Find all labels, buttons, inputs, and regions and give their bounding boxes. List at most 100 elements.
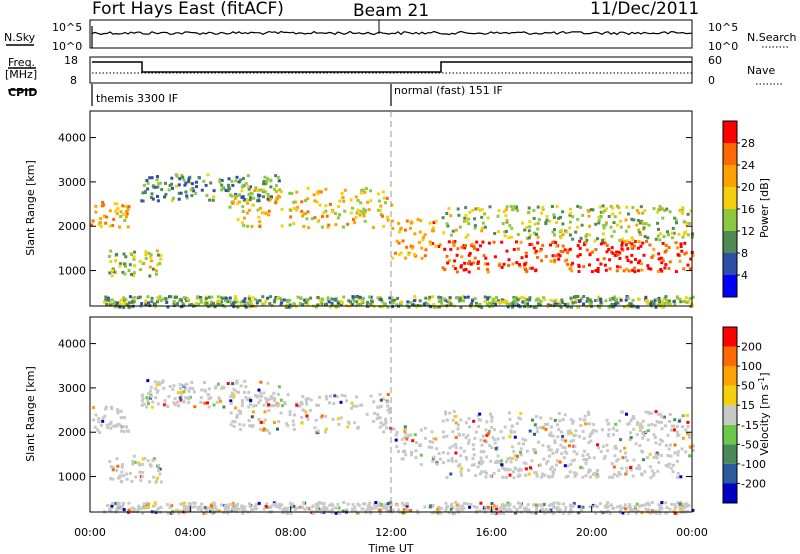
echo-cell <box>156 263 160 267</box>
echo-cell <box>618 472 622 476</box>
echo-cell <box>140 199 144 203</box>
echo-cell <box>495 459 499 463</box>
echo-cell <box>516 501 520 505</box>
echo-cell <box>324 427 328 431</box>
echo-cell <box>123 272 127 276</box>
echo-cell <box>508 224 512 228</box>
echo-cell <box>305 402 309 406</box>
echo-cell <box>553 233 556 237</box>
colorbar-swatch <box>723 275 737 297</box>
echo-cell <box>672 231 676 235</box>
echo-cell <box>644 507 648 511</box>
echo-cell <box>441 216 445 220</box>
echo-cell <box>333 394 337 398</box>
echo-cell <box>576 305 580 309</box>
echo-cell <box>544 222 548 226</box>
echo-cell <box>303 409 307 413</box>
echo-cell <box>172 300 176 303</box>
echo-cell <box>306 210 310 214</box>
echo-cell <box>578 417 582 421</box>
echo-cell <box>139 507 143 511</box>
echo-cell <box>423 505 427 509</box>
echo-cell <box>445 476 449 479</box>
echo-cell <box>175 400 179 404</box>
echo-cell <box>274 184 278 188</box>
echo-cell <box>142 402 146 406</box>
echo-cell <box>600 428 604 432</box>
echo-cell <box>173 296 177 299</box>
echo-cell <box>669 454 673 458</box>
echo-cell <box>676 459 679 463</box>
echo-cell <box>317 190 321 193</box>
echo-cell <box>265 428 269 432</box>
echo-cell <box>505 205 509 209</box>
echo-cell <box>403 228 407 232</box>
echo-cell <box>352 404 356 408</box>
echo-cell <box>678 259 682 263</box>
echo-cell <box>301 214 305 218</box>
echo-cell <box>117 301 121 304</box>
echo-cell <box>640 511 644 515</box>
echo-cell <box>511 208 515 212</box>
echo-cell <box>481 221 485 225</box>
echo-cell <box>576 254 580 258</box>
echo-cell <box>652 433 656 437</box>
echo-cell <box>641 436 645 440</box>
echo-cell <box>657 296 661 300</box>
echo-cell <box>266 177 270 181</box>
echo-cell <box>353 505 357 509</box>
echo-cell <box>301 395 305 399</box>
echo-cell <box>250 225 254 228</box>
echo-cell <box>605 221 608 225</box>
echo-cell <box>283 402 287 406</box>
echo-cell <box>130 506 134 510</box>
echo-cell <box>497 209 501 213</box>
echo-cell <box>407 433 411 437</box>
echo-cell <box>427 445 431 449</box>
echo-cell <box>373 411 377 415</box>
echo-cell <box>628 302 632 306</box>
echo-cell <box>258 398 262 402</box>
echo-cell <box>136 507 140 511</box>
echo-cell <box>646 429 650 433</box>
echo-cell <box>131 462 135 466</box>
echo-cell <box>286 393 290 397</box>
echo-cell <box>660 261 664 265</box>
echo-cell <box>644 295 648 299</box>
echo-cell <box>158 472 162 476</box>
echo-cell <box>315 403 318 407</box>
echo-cell <box>691 295 695 299</box>
echo-cell <box>219 399 222 403</box>
echo-cell <box>689 257 693 261</box>
echo-cell <box>464 455 468 459</box>
echo-cell <box>432 437 436 441</box>
echo-cell <box>585 248 589 252</box>
echo-cell <box>104 298 108 302</box>
echo-cell <box>119 507 123 511</box>
echo-cell <box>587 233 591 237</box>
echo-cell <box>647 511 651 515</box>
echo-cell <box>141 471 145 475</box>
echo-cell <box>233 420 237 424</box>
echo-cell <box>145 179 149 182</box>
echo-cell <box>359 201 363 205</box>
echo-cell <box>237 507 241 511</box>
echo-cell <box>336 300 340 304</box>
echo-cell <box>262 420 265 424</box>
echo-cell <box>607 428 611 432</box>
echo-cell <box>394 438 398 442</box>
echo-cell <box>487 429 491 433</box>
echo-cell <box>212 501 216 505</box>
echo-cell <box>503 503 507 507</box>
echo-cell <box>388 505 392 509</box>
echo-cell <box>664 444 668 447</box>
echo-cell <box>209 303 213 307</box>
echo-cell <box>594 429 598 433</box>
echo-cell <box>311 504 315 508</box>
echo-cell <box>505 467 509 471</box>
echo-cell <box>650 255 654 259</box>
echo-cell <box>246 398 250 402</box>
echo-cell <box>673 443 677 447</box>
echo-cell <box>241 195 245 199</box>
echo-cell <box>598 305 602 309</box>
